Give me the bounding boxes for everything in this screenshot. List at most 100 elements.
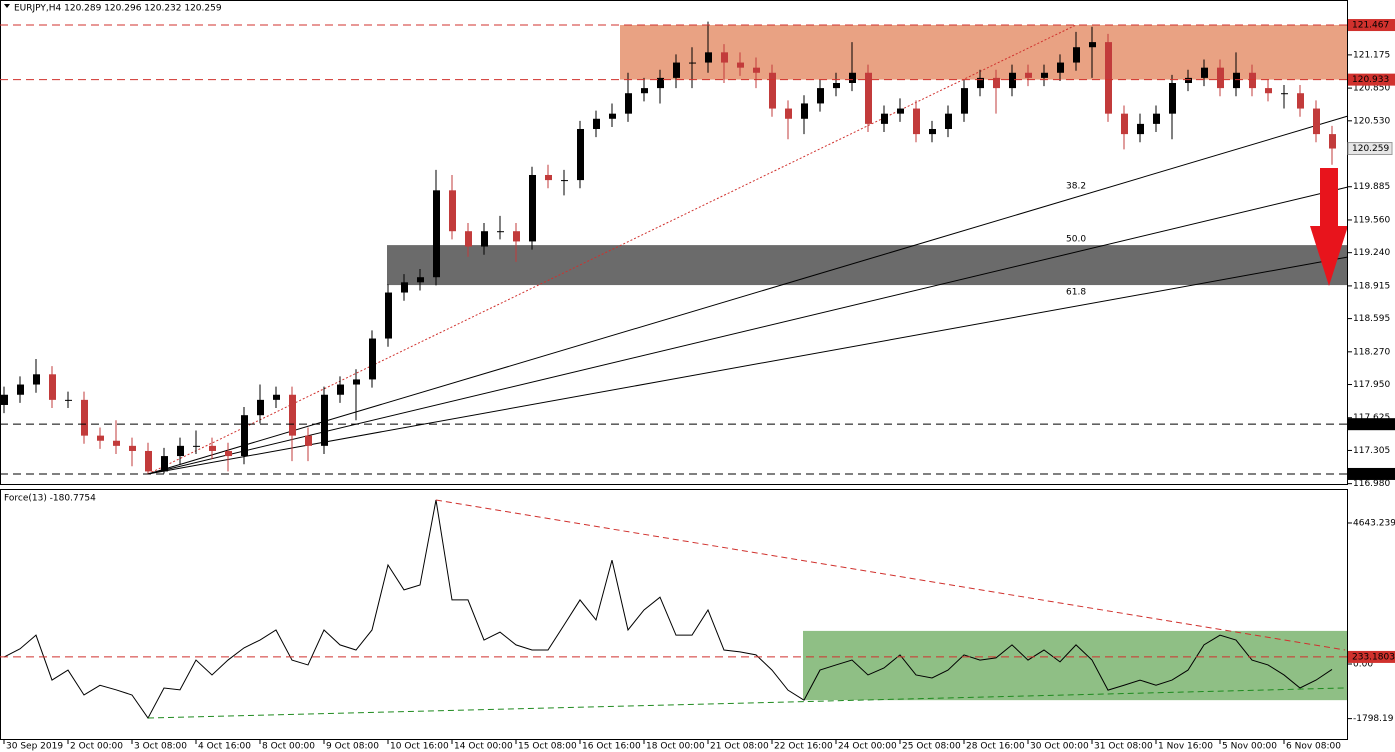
- candle-body: [385, 292, 392, 339]
- x-tick-label: 30 Oct 00:00: [1030, 742, 1089, 752]
- candle-body: [577, 128, 584, 181]
- level-label: 117.075: [1352, 469, 1389, 479]
- y-tick-label: 118.270: [1353, 347, 1390, 357]
- fan-line: [147, 186, 1349, 475]
- candle-body: [1281, 93, 1288, 95]
- fan-label: 50.0: [1066, 235, 1086, 245]
- collapse-icon: [4, 4, 10, 8]
- candle-body: [145, 450, 152, 472]
- force-line: [3, 499, 1333, 720]
- x-tick-label: 21 Oct 08:00: [710, 742, 769, 752]
- price-panel: [0, 0, 1348, 485]
- y-tick-label: 119.885: [1353, 182, 1390, 192]
- x-tick-label: 4 Oct 16:00: [198, 742, 251, 752]
- x-tick-label: 30 Sep 2019: [6, 742, 63, 752]
- candle-body: [801, 103, 808, 119]
- chart-title: EURJPY,H4 120.289 120.296 120.232 120.25…: [14, 4, 222, 14]
- candle-body: [305, 435, 312, 446]
- y-tick-label: 117.950: [1353, 380, 1390, 390]
- candle-body: [833, 82, 840, 89]
- y-tick-label: 117.305: [1353, 446, 1390, 456]
- x-tick-label: 16 Oct 16:00: [582, 742, 641, 752]
- y-tick-label: 120.530: [1353, 116, 1390, 126]
- candle-body: [177, 445, 184, 457]
- candle-body: [1137, 123, 1144, 135]
- candle-body: [769, 72, 776, 109]
- candle-body: [945, 113, 952, 129]
- y-tick-label: 120.850: [1353, 84, 1390, 94]
- candle-body: [993, 77, 1000, 89]
- x-tick-label: 25 Oct 08:00: [902, 742, 961, 752]
- candle-body: [625, 93, 632, 114]
- candle-body: [1313, 108, 1320, 135]
- candle-body: [657, 77, 664, 89]
- x-tick-label: 10 Oct 16:00: [390, 742, 449, 752]
- candle-body: [241, 415, 248, 457]
- candle-body: [337, 384, 344, 395]
- candle-body: [929, 128, 936, 135]
- candle-body: [161, 456, 168, 472]
- level-label: 120.933: [1352, 75, 1389, 85]
- x-tick-label: 8 Oct 00:00: [262, 742, 315, 752]
- candle-body: [961, 88, 968, 114]
- candle-body: [97, 435, 104, 441]
- candle-body: [1153, 113, 1160, 124]
- candle-body: [1121, 113, 1128, 135]
- candle-body: [1105, 42, 1112, 114]
- candle-body: [1233, 72, 1240, 89]
- candle-body: [1329, 134, 1336, 149]
- fan-label: 61.8: [1066, 288, 1086, 298]
- fan-label: 38.2: [1066, 182, 1086, 192]
- x-tick-label: 5 Nov 00:00: [1222, 742, 1277, 752]
- level-label-box: [1348, 467, 1395, 480]
- candle-body: [1073, 47, 1080, 63]
- candle-body: [785, 108, 792, 119]
- candle-body: [369, 338, 376, 380]
- x-tick-label: 9 Oct 08:00: [326, 742, 379, 752]
- candle-body: [257, 399, 264, 416]
- candle-body: [497, 231, 504, 233]
- candle-body: [529, 174, 536, 242]
- candle-body: [849, 72, 856, 83]
- fan-line: [147, 115, 1349, 475]
- candle-body: [33, 374, 40, 385]
- candle-body: [1265, 88, 1272, 94]
- candle-body: [1185, 77, 1192, 83]
- candle-body: [913, 108, 920, 135]
- candle-body: [193, 445, 200, 447]
- x-tick-label: 2 Oct 00:00: [70, 742, 123, 752]
- x-tick-label: 31 Oct 08:00: [1094, 742, 1153, 752]
- candle-body: [49, 374, 56, 400]
- x-tick-label: 3 Oct 08:00: [134, 742, 187, 752]
- candle-body: [737, 62, 744, 68]
- level-label: 117.562: [1352, 420, 1389, 430]
- candle-body: [1169, 82, 1176, 114]
- candle-body: [689, 62, 696, 64]
- y-tick-label: 119.240: [1353, 248, 1390, 258]
- candle-body: [1057, 62, 1064, 73]
- candle-body: [17, 384, 24, 395]
- candle-body: [1089, 42, 1096, 48]
- fan-line: [147, 256, 1349, 475]
- candle-body: [561, 180, 568, 182]
- current-price: 120.259: [1352, 144, 1389, 154]
- candle-body: [545, 174, 552, 181]
- candle-body: [593, 118, 600, 129]
- candle-body: [881, 113, 888, 124]
- candle-body: [705, 52, 712, 63]
- level-label-box: [1348, 73, 1395, 86]
- candle-body: [513, 231, 520, 242]
- x-tick-label: 18 Oct 00:00: [646, 742, 705, 752]
- x-tick-label: 6 Nov 08:00: [1286, 742, 1341, 752]
- candle-body: [113, 440, 120, 446]
- candle-body: [1025, 72, 1032, 78]
- x-tick-label: 14 Oct 00:00: [454, 742, 513, 752]
- candle-body: [481, 231, 488, 247]
- candle-body: [1249, 72, 1256, 89]
- candle-body: [433, 190, 440, 278]
- candle-body: [897, 108, 904, 114]
- level-label-box: [1348, 418, 1395, 431]
- candle-body: [865, 72, 872, 124]
- candle-body: [129, 445, 136, 451]
